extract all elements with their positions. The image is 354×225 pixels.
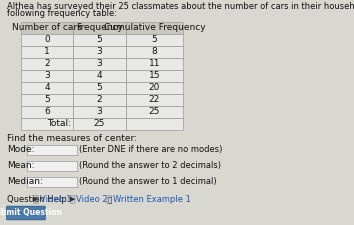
- FancyBboxPatch shape: [34, 196, 38, 203]
- Text: Submit Question: Submit Question: [0, 209, 62, 218]
- Bar: [73, 34, 126, 46]
- Bar: [21, 58, 73, 70]
- FancyBboxPatch shape: [70, 196, 75, 203]
- Text: 2: 2: [97, 95, 102, 104]
- Text: Mode:: Mode:: [7, 145, 35, 154]
- Text: 22: 22: [149, 95, 160, 104]
- Text: 15: 15: [149, 72, 160, 81]
- Text: 3: 3: [96, 59, 102, 68]
- Bar: [126, 22, 183, 34]
- Bar: [126, 118, 183, 130]
- Bar: [126, 106, 183, 118]
- Text: 4: 4: [97, 72, 102, 81]
- Bar: [21, 82, 73, 94]
- Text: 25: 25: [94, 119, 105, 128]
- Bar: [21, 34, 73, 46]
- Text: Written Example 1: Written Example 1: [113, 195, 191, 204]
- Bar: [21, 118, 73, 130]
- Text: Video 2: Video 2: [76, 195, 108, 204]
- Bar: [126, 82, 183, 94]
- Bar: [73, 106, 126, 118]
- Bar: [73, 46, 126, 58]
- Text: ▶: ▶: [33, 196, 39, 203]
- Text: 5: 5: [96, 83, 102, 92]
- Text: Althea has surveyed their 25 classmates about the number of cars in their househ: Althea has surveyed their 25 classmates …: [7, 2, 354, 11]
- Bar: [126, 70, 183, 82]
- Text: 3: 3: [44, 72, 50, 81]
- Bar: [27, 177, 77, 187]
- Bar: [73, 94, 126, 106]
- Text: 3: 3: [96, 47, 102, 56]
- Text: 3: 3: [96, 108, 102, 117]
- Text: 5: 5: [44, 95, 50, 104]
- FancyBboxPatch shape: [7, 206, 45, 220]
- Text: 📄: 📄: [107, 196, 112, 203]
- Text: Mean:: Mean:: [7, 161, 35, 170]
- Bar: [21, 70, 73, 82]
- Text: 1: 1: [44, 47, 50, 56]
- Text: 5: 5: [96, 36, 102, 45]
- Text: 25: 25: [149, 108, 160, 117]
- Text: (Enter DNE if there are no modes): (Enter DNE if there are no modes): [79, 145, 222, 154]
- Bar: [73, 70, 126, 82]
- Text: 5: 5: [152, 36, 157, 45]
- Text: Video 1: Video 1: [40, 195, 71, 204]
- Text: 20: 20: [149, 83, 160, 92]
- Bar: [21, 22, 73, 34]
- Text: 2: 2: [44, 59, 50, 68]
- FancyBboxPatch shape: [107, 196, 112, 203]
- Text: Question Help:: Question Help:: [7, 195, 70, 204]
- Bar: [27, 161, 77, 171]
- Bar: [73, 22, 126, 34]
- Bar: [73, 82, 126, 94]
- Bar: [73, 58, 126, 70]
- Text: Cumulative Frequency: Cumulative Frequency: [103, 23, 205, 32]
- Bar: [126, 46, 183, 58]
- Text: (Round the answer to 2 decimals): (Round the answer to 2 decimals): [79, 161, 221, 170]
- Bar: [27, 145, 77, 155]
- Text: 0: 0: [44, 36, 50, 45]
- Text: 8: 8: [152, 47, 157, 56]
- Text: Total:: Total:: [47, 119, 72, 128]
- Bar: [21, 106, 73, 118]
- Bar: [21, 46, 73, 58]
- Text: Number of cars: Number of cars: [12, 23, 82, 32]
- Bar: [73, 118, 126, 130]
- Text: ▶: ▶: [70, 196, 75, 203]
- Text: Median:: Median:: [7, 177, 43, 186]
- Text: (Round the answer to 1 decimal): (Round the answer to 1 decimal): [79, 177, 217, 186]
- Text: Find the measures of center:: Find the measures of center:: [7, 134, 137, 143]
- Text: 6: 6: [44, 108, 50, 117]
- Bar: [126, 94, 183, 106]
- Bar: [126, 58, 183, 70]
- Bar: [126, 34, 183, 46]
- Text: Frequency: Frequency: [76, 23, 123, 32]
- Text: 4: 4: [44, 83, 50, 92]
- Text: following frequency table:: following frequency table:: [7, 9, 117, 18]
- Text: 11: 11: [149, 59, 160, 68]
- Bar: [21, 94, 73, 106]
